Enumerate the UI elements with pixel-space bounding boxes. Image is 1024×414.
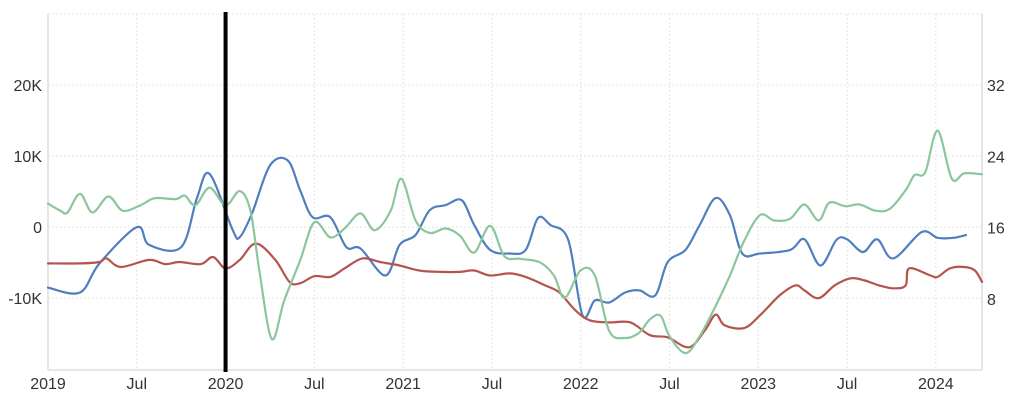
y-left-tick-label: 20K	[14, 78, 43, 95]
x-tick-label: 2020	[208, 376, 244, 393]
y-right-tick-label: 16	[987, 221, 1005, 238]
y-left-tick-label: -10K	[8, 291, 42, 308]
x-tick-label: Jul	[482, 376, 502, 393]
x-tick-label: Jul	[837, 376, 857, 393]
x-tick-label: Jul	[304, 376, 324, 393]
x-tick-label: 2024	[918, 376, 954, 393]
y-left-tick-label: 0	[33, 220, 42, 237]
grid	[47, 13, 983, 371]
x-tick-label: 2022	[563, 376, 599, 393]
x-tick-label: 2021	[385, 376, 421, 393]
series-layer	[46, 129, 984, 355]
x-tick-label: 2023	[740, 376, 776, 393]
y-left-tick-label: 10K	[14, 149, 43, 166]
x-tick-label: Jul	[127, 376, 147, 393]
y-right-tick-label: 32	[987, 78, 1005, 95]
axes: 20K 10K 0 -10K 32 24 16 8 2019 Jul 2020 Jul 2021 Jul 2…	[8, 78, 1005, 393]
series-line-green	[46, 129, 984, 355]
x-tick-label: 2019	[30, 376, 66, 393]
x-tick-label: Jul	[659, 376, 679, 393]
y-right-tick-label: 8	[987, 292, 996, 309]
series-line-blue	[46, 156, 968, 319]
y-right-tick-label: 24	[987, 149, 1005, 166]
